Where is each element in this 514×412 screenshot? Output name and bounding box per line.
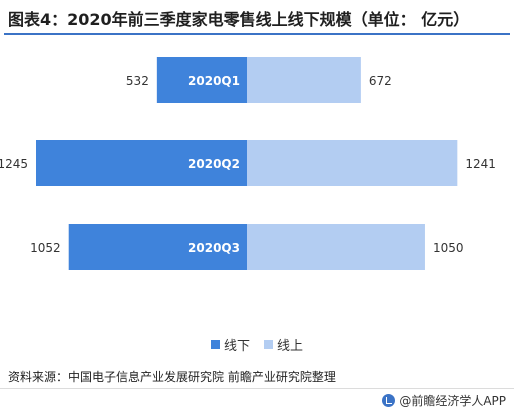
bar-online-2020Q3 — [247, 224, 425, 270]
value-label-offline-2020Q2: 1245 — [0, 157, 28, 171]
footer-divider — [0, 388, 514, 389]
legend-label-offline: 线下 — [223, 339, 250, 354]
category-label-2020Q2: 2020Q2 — [188, 157, 240, 171]
value-label-offline-2020Q3: 1052 — [30, 241, 61, 255]
diverging-bar-chart: 2020Q1 532 672 2020Q2 1245 1241 2020Q3 1052 1050 — [0, 57, 496, 270]
legend-swatch-online — [264, 340, 273, 349]
title-underline — [4, 33, 510, 35]
bar-online-2020Q1 — [247, 57, 361, 103]
legend-label-online: 线上 — [277, 339, 304, 354]
category-label-2020Q3: 2020Q3 — [188, 241, 240, 255]
value-label-online-2020Q2: 1241 — [465, 157, 496, 171]
bar-online-2020Q2 — [247, 140, 458, 186]
legend-item-offline: 线下 — [210, 335, 250, 354]
legend: 线下 线上 — [0, 335, 514, 354]
brand-credit: @前瞻经济学人APP — [382, 392, 506, 409]
brand-label: @前瞻经济学人APP — [399, 394, 506, 408]
source-note: 资料来源：中国电子信息产业发展研究院 前瞻产业研究院整理 — [8, 370, 336, 384]
value-label-online-2020Q3: 1050 — [433, 241, 464, 255]
legend-item-online: 线上 — [264, 335, 303, 354]
bar-offline-2020Q1 — [156, 57, 247, 103]
legend-swatch-offline — [210, 340, 220, 349]
brand-logo-icon — [382, 394, 396, 407]
bar-offline-2020Q3 — [68, 224, 248, 270]
category-label-2020Q1: 2020Q1 — [188, 74, 240, 88]
value-label-online-2020Q1: 672 — [369, 74, 392, 88]
chart-title: 图表4：2020年前三季度家电零售线上线下规模（单位： 亿元） — [8, 10, 470, 29]
value-label-offline-2020Q1: 532 — [126, 74, 149, 88]
bar-offline-2020Q2 — [36, 140, 247, 186]
